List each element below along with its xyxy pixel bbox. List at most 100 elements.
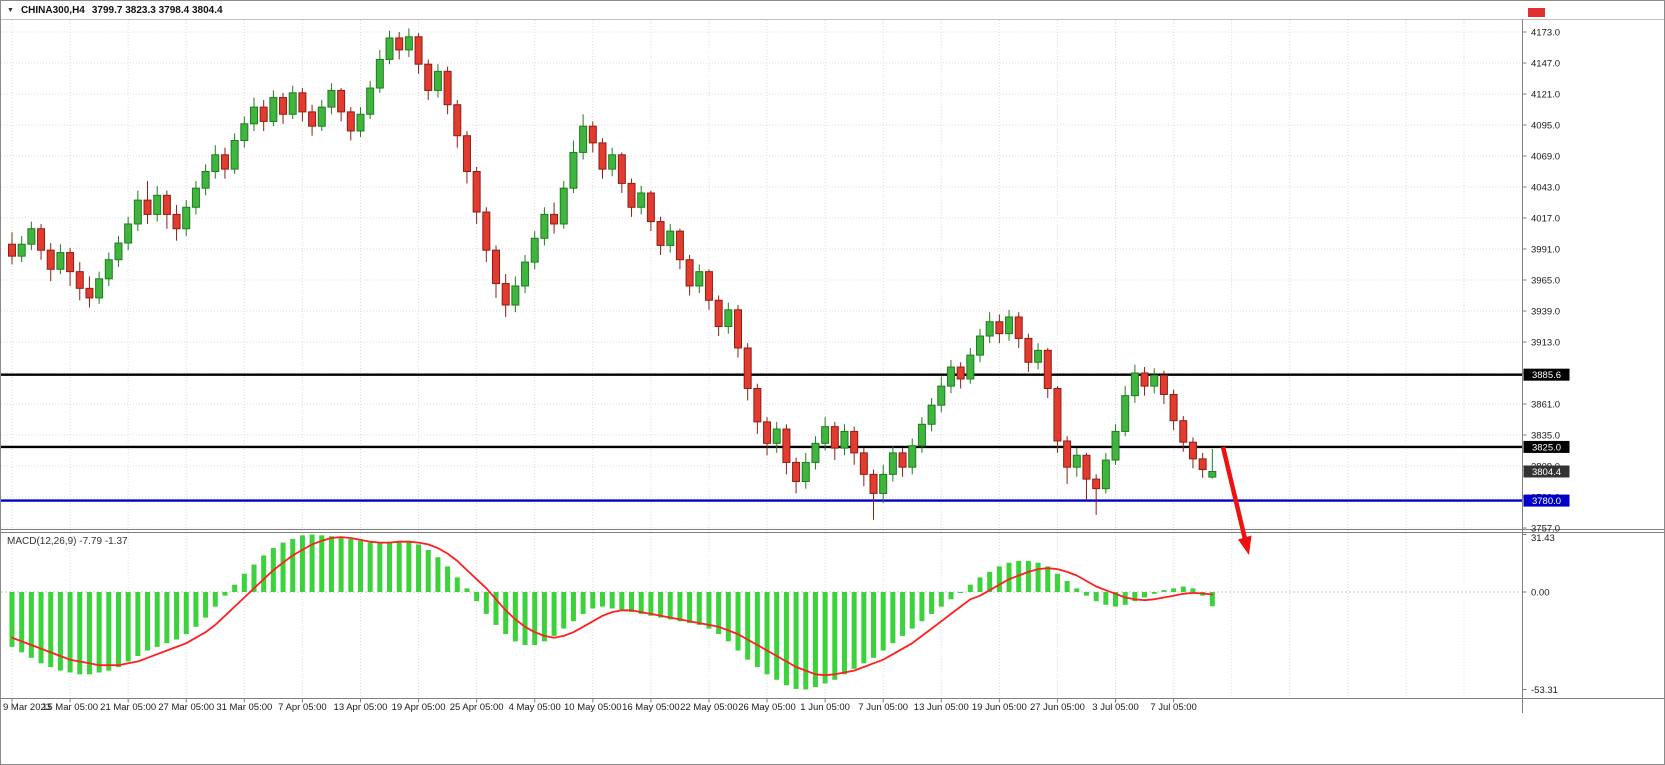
- candle: [240, 116, 249, 148]
- svg-text:31 Mar 05:00: 31 Mar 05:00: [216, 702, 272, 713]
- macd-bar: [328, 536, 334, 592]
- macd-bar: [938, 592, 944, 607]
- price-badges: 3885.6 3825.0 3780.0 3804.4: [1523, 368, 1570, 507]
- candle: [1034, 343, 1043, 370]
- svg-text:4043.0: 4043.0: [1531, 183, 1560, 194]
- macd-bar: [135, 592, 141, 657]
- candle: [269, 90, 278, 127]
- macd-bar: [1103, 592, 1109, 605]
- candle: [259, 99, 268, 131]
- candle: [46, 243, 55, 282]
- candle: [743, 343, 752, 401]
- macd-bar: [599, 592, 605, 607]
- svg-text:10 May 05:00: 10 May 05:00: [564, 702, 622, 713]
- candle: [124, 216, 133, 251]
- macd-bar: [551, 592, 557, 636]
- macd-bar: [1093, 592, 1099, 602]
- candle: [695, 264, 704, 294]
- price-badge: [1523, 465, 1570, 478]
- candle: [133, 190, 142, 232]
- candle: [1140, 367, 1149, 396]
- macd-bar: [658, 592, 664, 618]
- candle: [908, 438, 917, 475]
- macd-bar: [416, 544, 422, 592]
- macd-bar: [1180, 586, 1186, 592]
- candle: [230, 133, 239, 174]
- svg-text:7 Jul 05:00: 7 Jul 05:00: [1150, 702, 1196, 713]
- candle: [104, 252, 113, 286]
- candle: [956, 362, 965, 389]
- macd-bar: [396, 540, 402, 592]
- candle: [501, 274, 510, 317]
- macd-bar: [996, 566, 1002, 592]
- candle: [1121, 386, 1130, 437]
- candle: [279, 92, 288, 124]
- macd-bar: [387, 541, 393, 592]
- macd-bar: [174, 592, 180, 640]
- svg-text:15 Mar 05:00: 15 Mar 05:00: [42, 702, 98, 713]
- macd-bar: [900, 592, 906, 636]
- macd-signal-line[interactable]: [11, 536, 1214, 677]
- svg-text:3835.0: 3835.0: [1531, 431, 1560, 442]
- alert-marker: [1528, 8, 1545, 17]
- svg-text:3757.0: 3757.0: [1531, 524, 1560, 535]
- macd-panel: MACD(12,26,9) -7.79 -1.37: [7, 534, 1215, 690]
- macd-bar: [590, 592, 596, 609]
- macd-bar: [1161, 590, 1167, 592]
- macd-bar: [38, 592, 44, 664]
- macd-bar: [1113, 592, 1119, 607]
- candle: [385, 30, 394, 65]
- chart-header: ▼ CHINA300,H4 3799.7 3823.3 3798.4 3804.…: [1, 1, 1664, 19]
- svg-text:19 Jun 05:00: 19 Jun 05:00: [972, 702, 1027, 713]
- macd-bar: [783, 592, 789, 686]
- macd-bar: [541, 592, 547, 642]
- candle: [675, 228, 684, 270]
- candle: [588, 121, 597, 153]
- chevron-down-icon[interactable]: ▼: [7, 6, 14, 14]
- macd-bar: [687, 592, 693, 624]
- macd-bar: [987, 571, 993, 592]
- macd-bar: [377, 542, 383, 592]
- macd-bar: [154, 592, 160, 647]
- svg-text:27 Jun 05:00: 27 Jun 05:00: [1030, 702, 1085, 713]
- macd-bar: [1006, 562, 1012, 592]
- macd-bar: [1074, 588, 1080, 592]
- candle: [1024, 333, 1033, 372]
- macd-bar: [145, 592, 151, 651]
- macd-bar: [290, 538, 296, 592]
- candle: [308, 104, 317, 136]
- candle: [37, 223, 46, 260]
- candle: [811, 436, 820, 470]
- candle: [1179, 415, 1188, 452]
- candle: [75, 262, 84, 301]
- candle: [685, 254, 694, 296]
- svg-text:-53.31: -53.31: [1531, 685, 1558, 696]
- trend-arrow[interactable]: [1220, 446, 1252, 555]
- candle: [627, 178, 636, 217]
- macd-bar: [861, 592, 867, 664]
- candle: [888, 445, 897, 482]
- candle: [191, 181, 200, 215]
- macd-bar: [1054, 573, 1060, 592]
- candle: [724, 302, 733, 334]
- candle: [288, 85, 297, 120]
- macd-bar: [706, 592, 712, 629]
- candle: [66, 247, 75, 286]
- price-axis[interactable]: 4173.0 4147.0 4121.0 4095.0 4069.0 4043.0 4017…: [1522, 28, 1561, 697]
- svg-text:3780.0: 3780.0: [1532, 496, 1561, 507]
- macd-bar: [629, 592, 635, 613]
- macd-bar: [493, 592, 499, 625]
- macd-bar: [619, 592, 625, 611]
- separators: [1, 19, 1664, 713]
- macd-bar: [764, 592, 770, 675]
- svg-text:4147.0: 4147.0: [1531, 59, 1560, 70]
- macd-bar: [580, 592, 586, 614]
- candle: [801, 452, 810, 489]
- candle: [1169, 389, 1178, 431]
- candle: [153, 185, 162, 222]
- macd-bar: [212, 592, 218, 607]
- macd-bar: [48, 592, 54, 667]
